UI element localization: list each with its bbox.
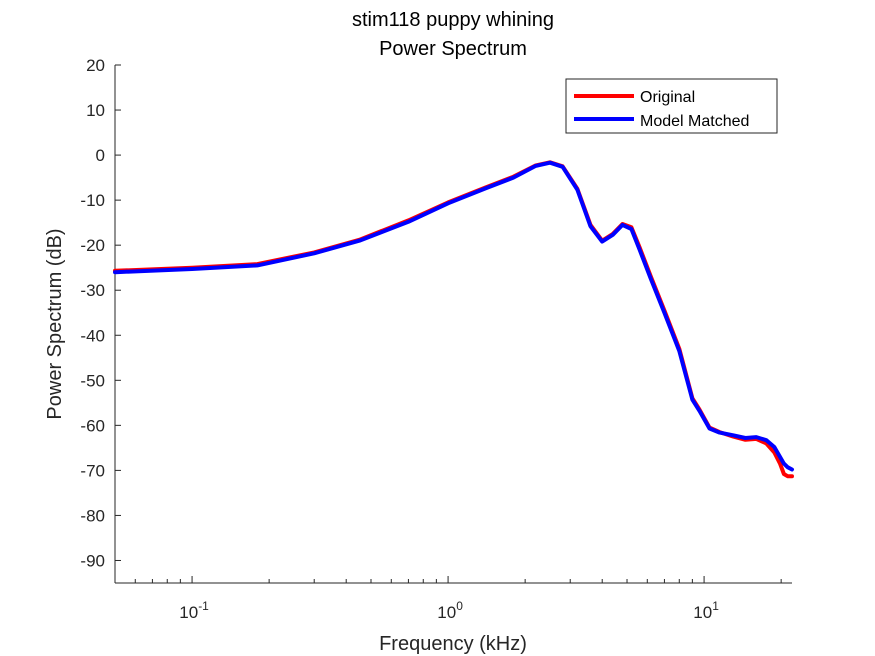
- x-tick-label: 10-1: [179, 599, 209, 622]
- legend-box: [565, 78, 778, 134]
- x-axis-label: Frequency (kHz): [379, 633, 527, 655]
- chart-title-line-1: stim118 puppy whining: [352, 9, 554, 31]
- chart-title-line-2: Power Spectrum: [379, 38, 527, 60]
- x-tick-label-exponent: -1: [198, 599, 209, 613]
- y-tick-label: -10: [80, 191, 105, 210]
- y-tick-label: -50: [80, 371, 105, 390]
- y-tick-label: -80: [80, 506, 105, 525]
- x-axis-ticks: 10-1 100 101: [114, 576, 782, 622]
- y-axis-ticks: 20 10 0 -10 -20 -30 -40 -50 -60 -70 -80 -90: [80, 56, 121, 570]
- x-tick-label-exponent: 1: [712, 599, 719, 613]
- x-tick-label-base: 10: [693, 603, 712, 622]
- legend-label-original: Original: [640, 89, 695, 106]
- y-tick-label: 20: [86, 56, 105, 75]
- x-tick-label: 101: [693, 599, 719, 622]
- y-tick-label: -70: [80, 461, 105, 480]
- y-tick-label: 0: [96, 146, 105, 165]
- series-line-model-matched: [113, 160, 794, 472]
- x-tick-label-base: 10: [179, 603, 198, 622]
- y-axis-label: Power Spectrum (dB): [44, 228, 66, 419]
- y-tick-label: 10: [86, 101, 105, 120]
- legend-label-model-matched: Model Matched: [640, 113, 749, 130]
- x-tick-label: 100: [437, 599, 463, 622]
- y-tick-label: -30: [80, 281, 105, 300]
- x-tick-label-exponent: 0: [456, 599, 463, 613]
- x-tick-label-base: 10: [437, 603, 456, 622]
- y-tick-label: -60: [80, 416, 105, 435]
- y-tick-label: -40: [80, 326, 105, 345]
- legend: Original Model Matched: [565, 78, 778, 134]
- y-tick-label: -90: [80, 551, 105, 570]
- y-tick-label: -20: [80, 236, 105, 255]
- series-lines: [113, 160, 794, 479]
